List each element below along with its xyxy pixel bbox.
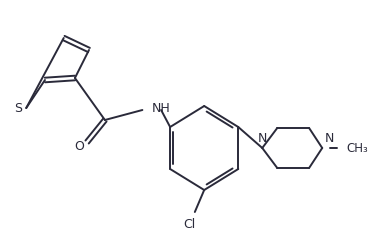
Text: NH: NH — [152, 103, 170, 115]
Text: S: S — [14, 103, 22, 115]
Text: CH₃: CH₃ — [347, 142, 368, 154]
Text: N: N — [325, 132, 335, 144]
Text: N: N — [258, 132, 267, 144]
Text: O: O — [75, 141, 85, 153]
Text: Cl: Cl — [183, 218, 195, 232]
